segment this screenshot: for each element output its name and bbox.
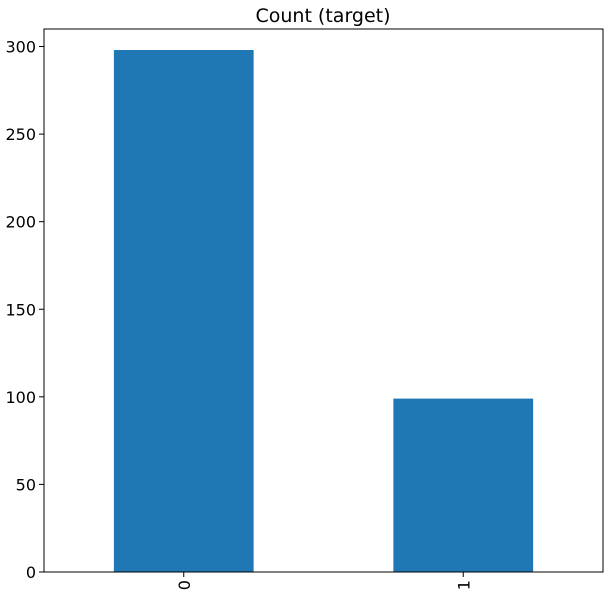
plot-area: 0 50 100 150 200 250 300 0 1 xyxy=(5,28,604,590)
y-tick-label-200: 200 xyxy=(5,213,36,232)
bar-1 xyxy=(393,398,534,572)
y-tick-label-150: 150 xyxy=(5,300,36,319)
chart-title: Count (target) xyxy=(255,5,390,27)
y-tick-label-250: 250 xyxy=(5,125,36,144)
y-tick-label-300: 300 xyxy=(5,38,36,57)
x-tick-label-1: 1 xyxy=(454,580,473,590)
plot-frame xyxy=(43,28,604,573)
bar-0 xyxy=(113,50,254,572)
y-tick-label-0: 0 xyxy=(26,563,36,582)
y-tick-label-100: 100 xyxy=(5,388,36,407)
x-tick-label-0: 0 xyxy=(175,580,194,590)
y-tick-label-50: 50 xyxy=(16,475,36,494)
